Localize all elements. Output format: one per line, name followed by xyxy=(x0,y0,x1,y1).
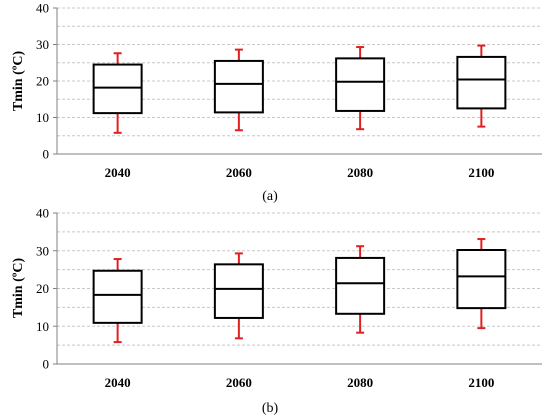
x-category-label: 2060 xyxy=(226,165,252,180)
y-tick-label: 40 xyxy=(36,206,49,221)
box-iqr xyxy=(92,63,143,115)
box-2100 xyxy=(456,44,507,128)
box-iqr xyxy=(92,269,143,324)
y-tick-label: 10 xyxy=(36,319,49,334)
x-category-label: 2040 xyxy=(105,165,131,180)
box-2080 xyxy=(335,46,386,131)
box-2040 xyxy=(92,258,143,344)
box-2100 xyxy=(456,238,507,330)
y-tick-label: 0 xyxy=(43,357,50,372)
box-2060 xyxy=(213,48,264,132)
x-category-label: 2080 xyxy=(347,165,373,180)
box-2080 xyxy=(335,245,386,334)
y-tick-label: 30 xyxy=(36,37,49,52)
y-axis-label: Tmin (ºC) xyxy=(11,258,26,319)
y-tick-label: 40 xyxy=(36,1,49,16)
x-category-label: 2100 xyxy=(468,375,494,390)
box-2040 xyxy=(92,52,143,134)
x-category-label: 2040 xyxy=(105,375,131,390)
box-iqr xyxy=(456,55,507,110)
y-axis-label: Tmin (ºC) xyxy=(11,51,26,112)
box-iqr xyxy=(335,256,386,315)
panel-caption: (b) xyxy=(262,401,279,416)
y-tick-label: 10 xyxy=(36,110,49,125)
box-iqr xyxy=(213,59,264,114)
y-tick-label: 0 xyxy=(43,147,50,162)
chart-panel-b: Tmin (ºC) (b) 0 10 20 30 40 2040 2060 2080 2100 xyxy=(11,206,542,416)
box-iqr xyxy=(213,263,264,319)
y-tick-label: 20 xyxy=(36,74,49,89)
box-2060 xyxy=(213,252,264,340)
y-tick-label: 30 xyxy=(36,243,49,258)
box-iqr xyxy=(456,248,507,310)
y-tick-label: 20 xyxy=(36,281,49,296)
x-category-label: 2100 xyxy=(468,165,494,180)
chart-panel-a: Tmin (ºC) (a) 0 10 20 30 40 2040 2060 2080 2100 xyxy=(11,1,542,204)
box-iqr xyxy=(335,57,386,112)
x-category-label: 2080 xyxy=(347,375,373,390)
x-category-label: 2060 xyxy=(226,375,252,390)
panel-caption: (a) xyxy=(262,189,278,204)
